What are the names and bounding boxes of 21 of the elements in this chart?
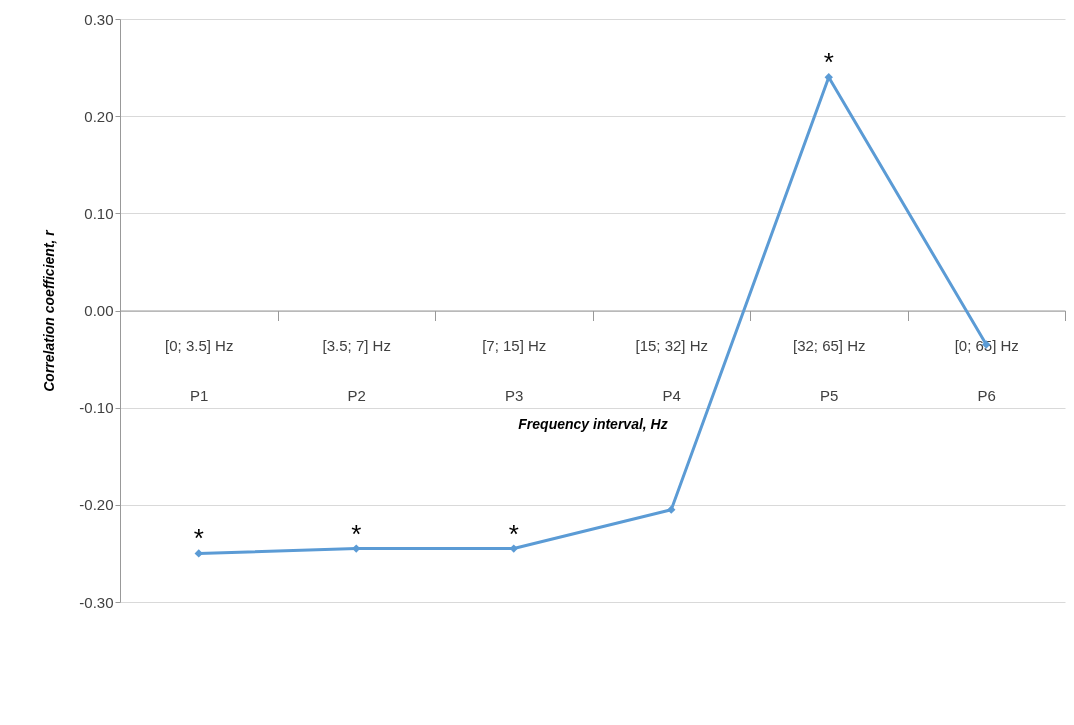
category-label: [0; 3.5] Hz P1 <box>165 337 234 404</box>
annotation: * <box>351 518 362 549</box>
point <box>667 505 676 514</box>
y-tick-label: -0.20 <box>79 496 114 514</box>
y-tick-label: 0.30 <box>84 10 114 28</box>
point <box>194 549 203 558</box>
y-tick-label: 0.00 <box>84 302 114 319</box>
x-axis-title: Frequency interval, Hz <box>518 416 668 432</box>
category-label: [32; 65] Hz P5 <box>792 337 866 404</box>
y-tick-label: -0.10 <box>79 399 114 417</box>
point <box>824 73 833 82</box>
y-axis-title: Correlation coefficient, r <box>41 228 58 392</box>
annotation: * <box>823 47 834 78</box>
category-label: [7; 15] Hz P3 <box>482 337 547 404</box>
category-label: [15; 32] Hz P4 <box>635 337 709 404</box>
annotation: * <box>193 523 204 554</box>
y-tick-label: 0.20 <box>84 107 114 125</box>
y-tick-label: -0.30 <box>79 593 114 611</box>
category-label: [3.5; 7] Hz P2 <box>322 337 391 404</box>
annotation: * <box>508 518 519 549</box>
y-tick-label: 0.10 <box>84 204 114 222</box>
